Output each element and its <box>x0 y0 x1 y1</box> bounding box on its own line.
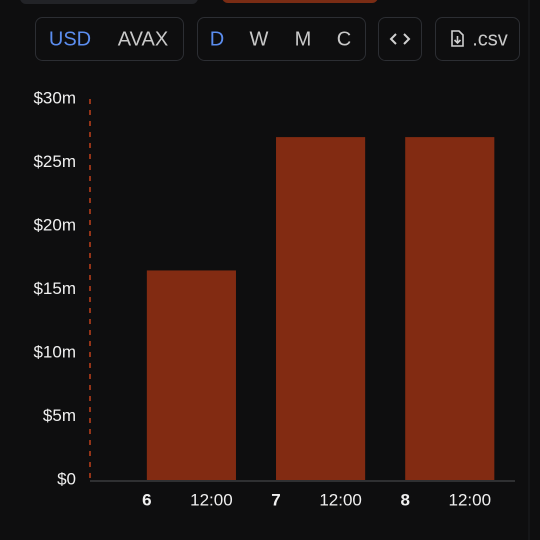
period-button[interactable]: M <box>295 28 312 50</box>
bar <box>276 137 366 480</box>
period-button[interactable]: C <box>337 28 351 50</box>
currency-button[interactable]: USD <box>49 28 91 50</box>
csv-button[interactable] <box>435 17 520 61</box>
embed-icon <box>389 33 411 45</box>
embed-button[interactable] <box>378 17 422 61</box>
y-tick-label: $10m <box>33 342 76 361</box>
top-tab[interactable] <box>222 0 378 3</box>
currency-button[interactable]: AVAX <box>118 28 168 50</box>
x-tick-label: 8 <box>400 490 409 509</box>
x-tick-label: 12:00 <box>449 490 492 509</box>
x-tick-label: 6 <box>142 490 151 509</box>
csv-label[interactable]: .csv <box>472 28 508 50</box>
y-tick-label: $5m <box>43 406 76 425</box>
y-tick-label: $25m <box>33 152 76 171</box>
y-tick-label: $0 <box>57 469 76 488</box>
bar <box>146 270 236 480</box>
y-tick-label: $30m <box>33 88 76 107</box>
period-button[interactable]: D <box>210 28 224 50</box>
y-tick-label: $20m <box>33 215 76 234</box>
y-tick-label: $15m <box>33 279 76 298</box>
x-tick-label: 7 <box>271 490 280 509</box>
x-tick-label: 12:00 <box>190 490 233 509</box>
bar <box>405 137 495 480</box>
top-tab[interactable] <box>20 0 198 4</box>
period-button[interactable]: W <box>250 28 269 50</box>
period-group <box>197 17 366 61</box>
currency-group <box>35 17 184 61</box>
file-icon <box>451 30 464 47</box>
x-tick-label: 12:00 <box>319 490 362 509</box>
